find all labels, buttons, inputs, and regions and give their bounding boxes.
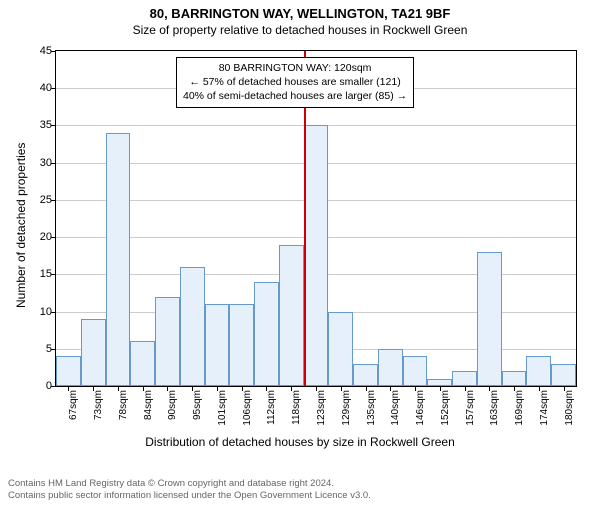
x-tick-label: 163sqm xyxy=(489,390,500,426)
x-tick-mark xyxy=(93,386,94,391)
info-line-1: 80 BARRINGTON WAY: 120sqm xyxy=(183,61,407,75)
histogram-bar xyxy=(427,379,452,386)
footer-line-2: Contains public sector information licen… xyxy=(8,490,371,502)
footer-attribution: Contains HM Land Registry data © Crown c… xyxy=(8,478,371,502)
x-tick-mark xyxy=(564,386,565,391)
histogram-bar xyxy=(378,349,403,386)
x-tick-mark xyxy=(68,386,69,391)
histogram-bar xyxy=(353,364,378,386)
histogram-bar xyxy=(155,297,180,386)
x-tick-mark xyxy=(217,386,218,391)
histogram-bar xyxy=(229,304,254,386)
x-tick-mark xyxy=(489,386,490,391)
y-tick-mark xyxy=(51,88,56,89)
y-tick-mark xyxy=(51,125,56,126)
x-tick-label: 84sqm xyxy=(143,390,154,420)
x-tick-label: 78sqm xyxy=(118,390,129,420)
info-line-3: 40% of semi-detached houses are larger (… xyxy=(183,89,407,103)
x-tick-label: 135sqm xyxy=(366,390,377,426)
x-tick-label: 67sqm xyxy=(68,390,79,420)
x-tick-mark xyxy=(266,386,267,391)
y-tick-mark xyxy=(51,312,56,313)
x-tick-label: 129sqm xyxy=(341,390,352,426)
x-tick-label: 101sqm xyxy=(217,390,228,426)
x-tick-mark xyxy=(440,386,441,391)
x-tick-label: 146sqm xyxy=(415,390,426,426)
histogram-bar xyxy=(180,267,205,386)
x-tick-label: 157sqm xyxy=(465,390,476,426)
x-tick-label: 118sqm xyxy=(291,390,302,425)
histogram-bar xyxy=(403,356,428,386)
histogram-bar xyxy=(130,341,155,386)
x-tick-label: 152sqm xyxy=(440,390,451,426)
histogram-bar xyxy=(106,133,131,386)
x-tick-mark xyxy=(167,386,168,391)
histogram-bar xyxy=(56,356,81,386)
x-tick-label: 140sqm xyxy=(390,390,401,426)
y-tick-mark xyxy=(51,200,56,201)
x-tick-mark xyxy=(390,386,391,391)
x-tick-mark xyxy=(341,386,342,391)
y-tick-mark xyxy=(51,163,56,164)
x-tick-mark xyxy=(539,386,540,391)
x-tick-label: 123sqm xyxy=(316,390,327,426)
y-tick-mark xyxy=(51,51,56,52)
footer-line-1: Contains HM Land Registry data © Crown c… xyxy=(8,478,371,490)
x-tick-label: 112sqm xyxy=(266,390,277,425)
y-axis-label: Number of detached properties xyxy=(14,142,28,307)
y-tick-mark xyxy=(51,237,56,238)
histogram-bar xyxy=(452,371,477,386)
histogram-bar xyxy=(502,371,527,386)
x-tick-label: 180sqm xyxy=(564,390,575,426)
info-line-2: ← 57% of detached houses are smaller (12… xyxy=(183,75,407,89)
histogram-bar xyxy=(254,282,279,386)
y-tick-mark xyxy=(51,274,56,275)
x-tick-mark xyxy=(465,386,466,391)
title-subtitle: Size of property relative to detached ho… xyxy=(0,23,600,37)
histogram-bar xyxy=(304,125,329,386)
histogram-bar xyxy=(279,245,304,386)
x-tick-label: 169sqm xyxy=(514,390,525,426)
x-tick-mark xyxy=(143,386,144,391)
histogram-bar xyxy=(551,364,576,386)
histogram-bar xyxy=(328,312,353,386)
x-tick-mark xyxy=(366,386,367,391)
x-tick-label: 95sqm xyxy=(192,390,203,420)
x-tick-mark xyxy=(118,386,119,391)
histogram-bar xyxy=(81,319,106,386)
info-box: 80 BARRINGTON WAY: 120sqm← 57% of detach… xyxy=(176,57,414,108)
x-tick-label: 90sqm xyxy=(167,390,178,420)
x-tick-label: 106sqm xyxy=(242,390,253,426)
x-tick-mark xyxy=(514,386,515,391)
y-tick-mark xyxy=(51,349,56,350)
x-tick-mark xyxy=(242,386,243,391)
x-tick-label: 73sqm xyxy=(93,390,104,420)
plot-area: 05101520253035404567sqm73sqm78sqm84sqm90… xyxy=(55,50,577,387)
histogram-bar xyxy=(205,304,230,386)
title-address: 80, BARRINGTON WAY, WELLINGTON, TA21 9BF xyxy=(0,6,600,21)
x-axis-label: Distribution of detached houses by size … xyxy=(0,435,600,449)
x-tick-mark xyxy=(415,386,416,391)
x-tick-label: 174sqm xyxy=(539,390,550,426)
x-tick-mark xyxy=(192,386,193,391)
x-tick-mark xyxy=(291,386,292,391)
x-tick-mark xyxy=(316,386,317,391)
histogram-bar xyxy=(526,356,551,386)
y-tick-mark xyxy=(51,386,56,387)
histogram-bar xyxy=(477,252,502,386)
